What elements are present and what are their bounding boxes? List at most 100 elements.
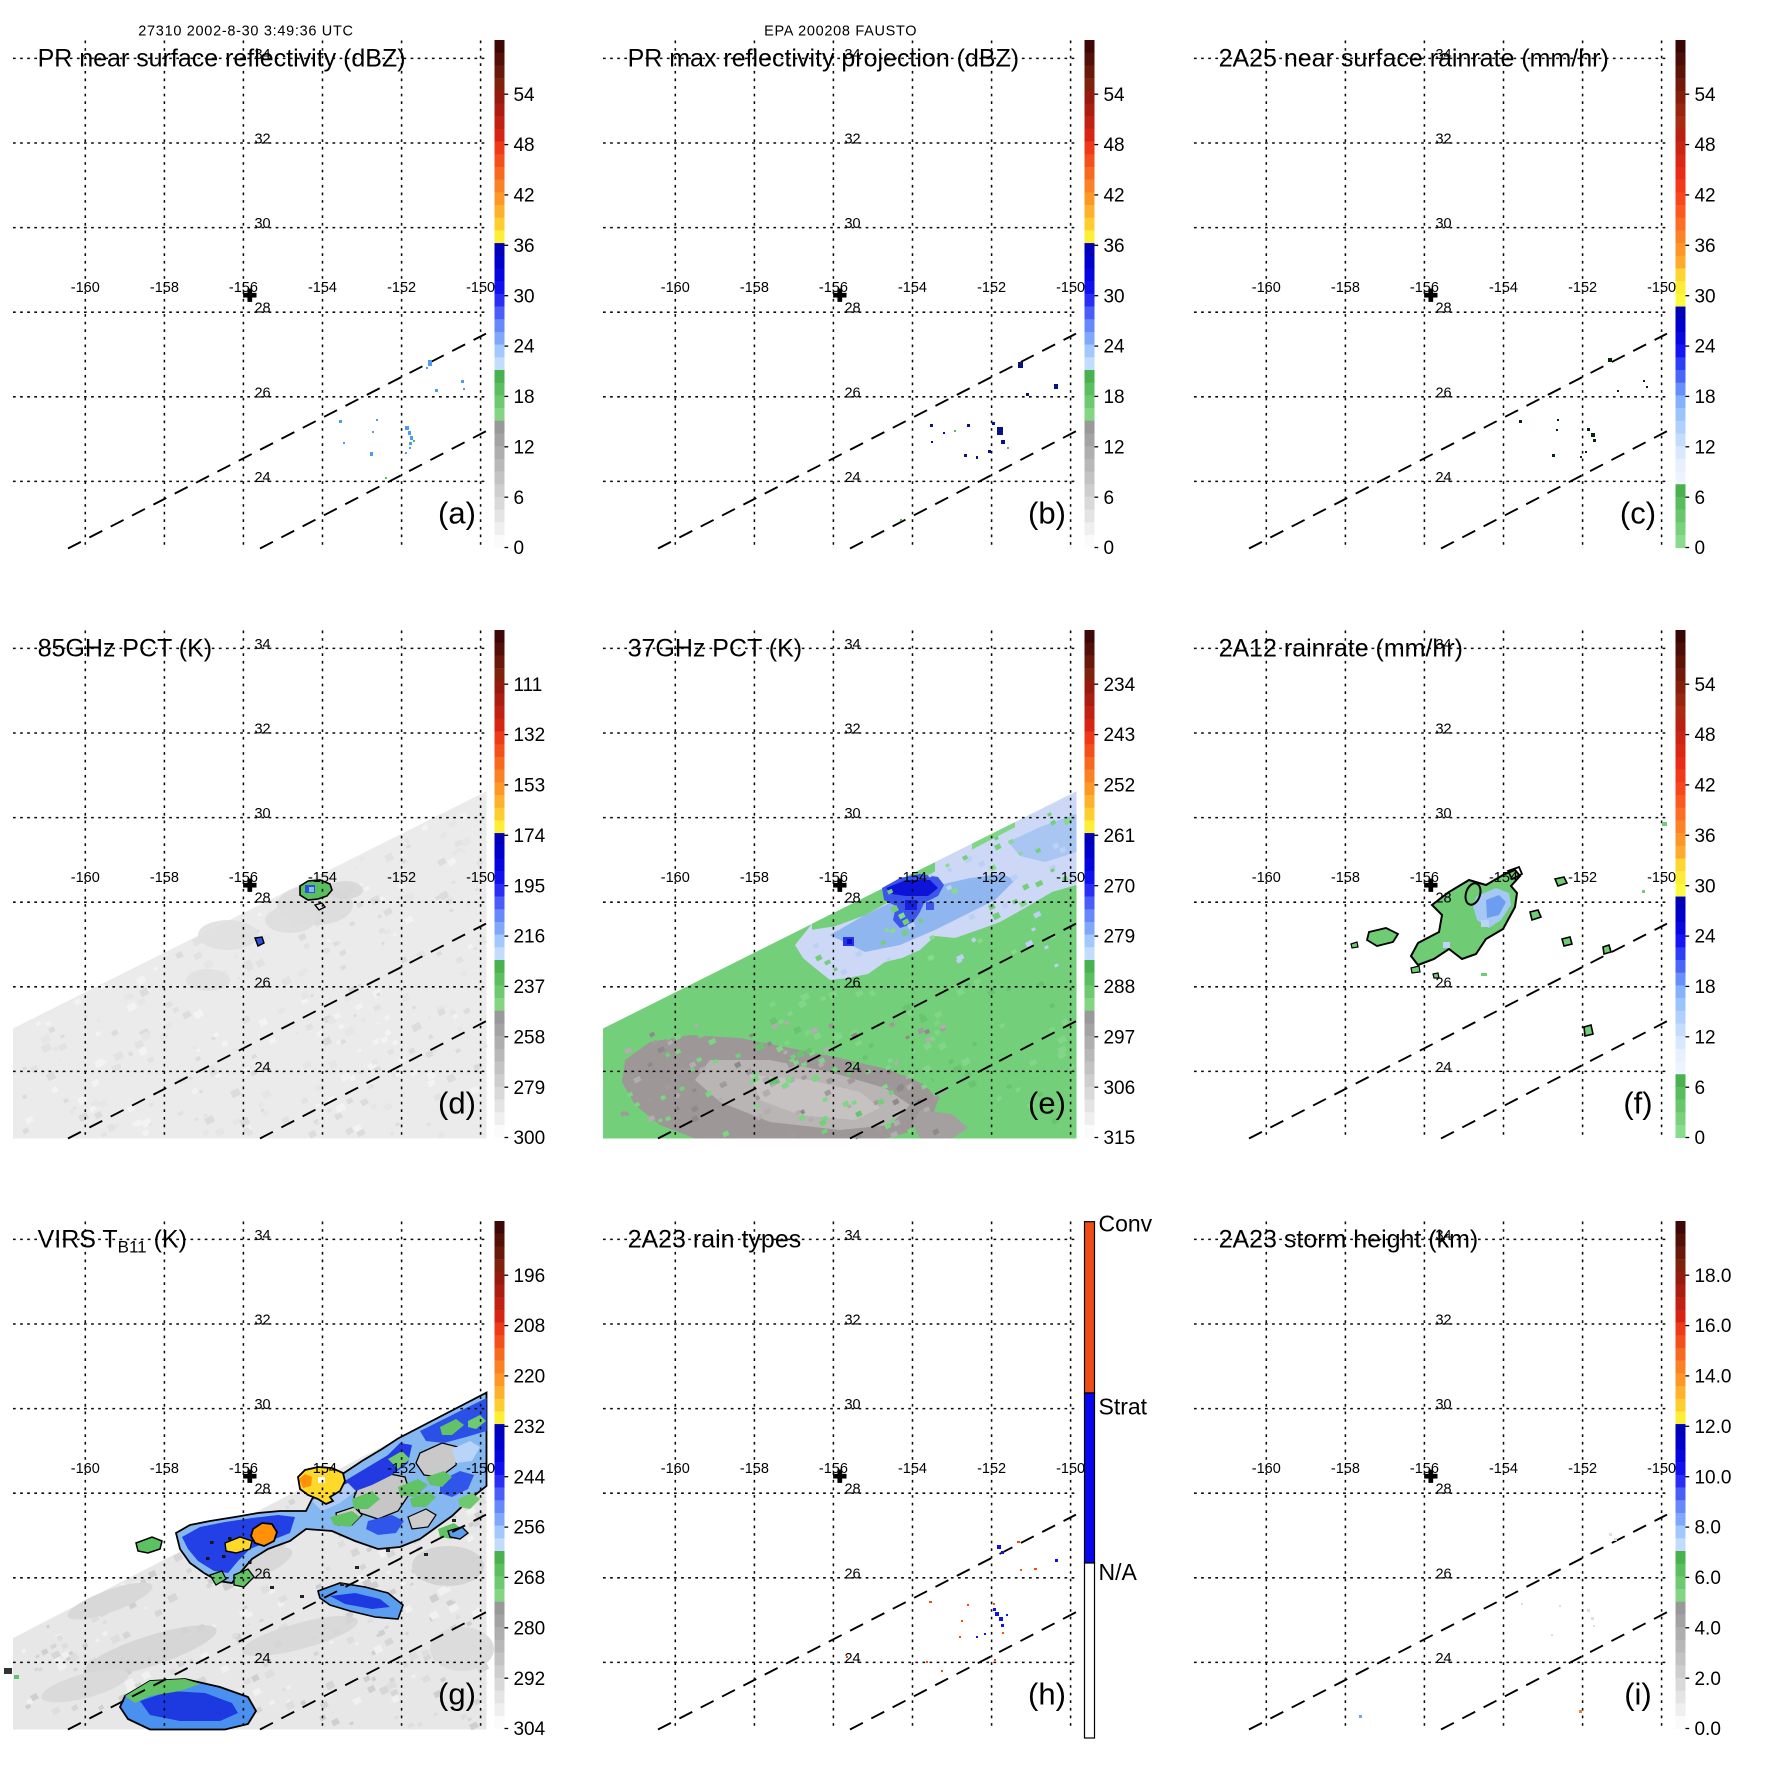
svg-text:28: 28	[1435, 891, 1451, 907]
svg-text:30: 30	[1694, 286, 1715, 307]
svg-text:24: 24	[1104, 337, 1125, 358]
svg-text:243: 243	[1104, 725, 1136, 746]
svg-text:-152: -152	[387, 280, 416, 296]
svg-text:24: 24	[1435, 1060, 1451, 1076]
svg-text:Conv: Conv	[1099, 1210, 1153, 1236]
svg-text:24: 24	[1694, 337, 1715, 358]
svg-text:-154: -154	[308, 280, 337, 296]
svg-text:279: 279	[1104, 927, 1136, 948]
svg-text:30: 30	[845, 1397, 861, 1413]
svg-text:28: 28	[845, 301, 861, 317]
svg-text:-158: -158	[150, 1461, 179, 1477]
svg-text:18: 18	[1694, 977, 1715, 998]
svg-text:(e): (e)	[1028, 1086, 1066, 1121]
svg-text:12: 12	[1104, 437, 1125, 458]
svg-text:26: 26	[254, 1566, 270, 1582]
svg-text:54: 54	[1104, 85, 1125, 106]
svg-text:153: 153	[513, 776, 545, 797]
svg-text:27310 2002-8-30 3:49:36 UTC: 27310 2002-8-30 3:49:36 UTC	[138, 23, 353, 39]
svg-text:-160: -160	[1251, 280, 1280, 296]
svg-text:268: 268	[513, 1568, 545, 1589]
svg-text:12: 12	[1694, 437, 1715, 458]
svg-text:30: 30	[1694, 877, 1715, 898]
svg-text:6: 6	[1694, 1078, 1705, 1099]
svg-text:30: 30	[254, 216, 270, 232]
svg-text:EPA 200208 FAUSTO: EPA 200208 FAUSTO	[764, 23, 917, 39]
svg-text:26: 26	[254, 976, 270, 992]
svg-text:36: 36	[513, 236, 534, 257]
svg-text:24: 24	[1435, 470, 1451, 486]
svg-text:-150: -150	[1647, 870, 1676, 886]
svg-text:36: 36	[1694, 826, 1715, 847]
svg-text:0.0: 0.0	[1694, 1719, 1720, 1740]
svg-text:2.0: 2.0	[1694, 1668, 1720, 1689]
svg-text:-154: -154	[898, 280, 927, 296]
svg-text:2A12 rainrate (mm/hr): 2A12 rainrate (mm/hr)	[1218, 635, 1462, 663]
svg-text:-158: -158	[740, 280, 769, 296]
svg-text:-160: -160	[661, 280, 690, 296]
svg-text:(f): (f)	[1623, 1086, 1652, 1121]
svg-text:34: 34	[1435, 47, 1451, 63]
svg-text:85GHz PCT (K): 85GHz PCT (K)	[38, 635, 212, 663]
svg-text:-150: -150	[466, 870, 495, 886]
svg-text:252: 252	[1104, 776, 1136, 797]
svg-text:26: 26	[1435, 1566, 1451, 1582]
svg-text:28: 28	[845, 1481, 861, 1497]
svg-text:-150: -150	[466, 1461, 495, 1477]
svg-text:12: 12	[1694, 1028, 1715, 1049]
svg-text:232: 232	[513, 1417, 545, 1438]
svg-text:42: 42	[1694, 776, 1715, 797]
svg-text:256: 256	[513, 1517, 545, 1538]
svg-text:-154: -154	[1489, 1461, 1518, 1477]
svg-text:-152: -152	[977, 280, 1006, 296]
svg-text:(c): (c)	[1620, 495, 1656, 530]
svg-text:32: 32	[1435, 1312, 1451, 1328]
svg-text:-154: -154	[308, 1461, 337, 1477]
svg-text:2A23 rain types: 2A23 rain types	[628, 1225, 802, 1253]
svg-text:-160: -160	[71, 1461, 100, 1477]
svg-text:-152: -152	[1568, 1461, 1597, 1477]
svg-text:30: 30	[845, 806, 861, 822]
svg-text:-158: -158	[1331, 280, 1360, 296]
svg-text:36: 36	[1694, 236, 1715, 257]
svg-text:300: 300	[513, 1128, 545, 1149]
svg-text:24: 24	[1435, 1651, 1451, 1667]
svg-text:12: 12	[513, 437, 534, 458]
svg-text:6: 6	[1104, 488, 1115, 509]
svg-text:16.0: 16.0	[1694, 1316, 1731, 1337]
svg-text:34: 34	[1435, 637, 1451, 653]
svg-text:48: 48	[513, 135, 534, 156]
svg-text:-158: -158	[740, 870, 769, 886]
svg-text:VIRS TB11 (K): VIRS TB11 (K)	[38, 1225, 187, 1256]
svg-text:30: 30	[1435, 806, 1451, 822]
svg-text:10.0: 10.0	[1694, 1467, 1731, 1488]
svg-text:36: 36	[1104, 236, 1125, 257]
svg-text:32: 32	[254, 722, 270, 738]
svg-text:54: 54	[513, 85, 534, 106]
svg-text:2A25 near surface rainrate (mm: 2A25 near surface rainrate (mm/hr)	[1218, 45, 1608, 73]
svg-text:-160: -160	[1251, 1461, 1280, 1477]
svg-text:14.0: 14.0	[1694, 1366, 1731, 1387]
svg-text:42: 42	[1104, 185, 1125, 206]
svg-text:28: 28	[845, 891, 861, 907]
svg-text:34: 34	[254, 1228, 270, 1244]
svg-text:54: 54	[1694, 85, 1715, 106]
svg-text:-150: -150	[1647, 1461, 1676, 1477]
svg-text:132: 132	[513, 725, 545, 746]
svg-text:(h): (h)	[1028, 1676, 1066, 1711]
svg-text:26: 26	[845, 1566, 861, 1582]
svg-text:37GHz PCT (K): 37GHz PCT (K)	[628, 635, 802, 663]
svg-text:PR max reflectivity projection: PR max reflectivity projection (dBZ)	[628, 45, 1020, 73]
svg-text:18: 18	[513, 387, 534, 408]
svg-text:-152: -152	[977, 870, 1006, 886]
svg-text:30: 30	[513, 286, 534, 307]
svg-text:34: 34	[845, 1228, 861, 1244]
svg-text:237: 237	[513, 977, 545, 998]
svg-text:6: 6	[1694, 488, 1705, 509]
svg-text:28: 28	[254, 301, 270, 317]
svg-text:-150: -150	[1056, 280, 1085, 296]
svg-text:-154: -154	[308, 870, 337, 886]
svg-text:30: 30	[1104, 286, 1125, 307]
svg-text:18: 18	[1694, 387, 1715, 408]
svg-text:28: 28	[254, 1481, 270, 1497]
